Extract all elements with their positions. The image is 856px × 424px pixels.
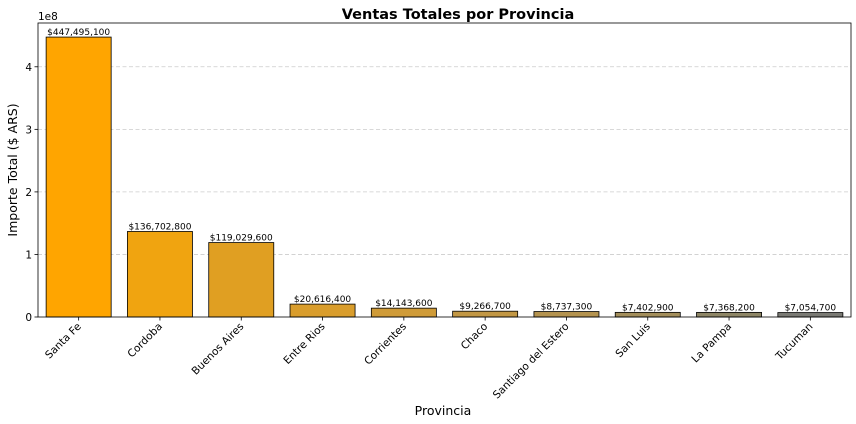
bar-value-label: $8,737,300 [541,303,593,313]
y-axis-label: Importe Total ($ ARS) [5,103,20,236]
y-tick-label: 2 [25,187,32,199]
bar-value-label: $7,054,700 [785,304,837,314]
bar-value-label: $136,702,800 [128,222,191,232]
data-labels: $447,495,100 $136,702,800 $119,029,600 $20,… [47,28,836,314]
bar-value-label: $20,616,400 [294,295,352,305]
x-tick-label: Corrientes [362,321,409,368]
bar-value-label: $7,368,200 [703,303,755,313]
bar-value-label: $447,495,100 [47,28,110,38]
x-axis-label: Provincia [415,403,472,418]
y-tick-label: 3 [25,124,32,136]
bar-buenos-aires [208,242,275,318]
x-tick-label: Santiago del Estero [491,321,572,402]
grid [38,66,851,255]
x-tick-label: La Pampa [689,321,734,366]
bar-value-label: $14,143,600 [375,299,433,309]
bar-santa-fe [45,36,112,318]
x-tick-label: Santa Fe [43,321,84,362]
y-offset-label: 1e8 [38,11,58,23]
y-tick-label: 4 [25,62,32,74]
y-axis: 0 1 2 3 4 [25,62,38,324]
x-tick-label: Tucuman [773,321,816,364]
chart-title: Ventas Totales por Provincia [342,7,574,23]
x-tick-label: San Luis [613,321,652,360]
x-tick-label: Buenos Aires [190,321,247,378]
bar-value-label: $119,029,600 [210,234,273,244]
bar-corrientes [370,307,437,318]
bar-value-label: $9,266,700 [459,302,511,312]
y-tick-label: 1 [25,249,32,261]
x-tick-label: Entre Rios [281,321,327,367]
bars [45,36,844,318]
bar-entre-rios [289,303,356,318]
x-axis: Santa Fe Cordoba Buenos Aires Entre Rios Cor… [43,317,815,401]
bar-cordoba [127,231,193,318]
x-tick-label: Chaco [459,321,491,353]
y-tick-label: 0 [25,312,32,324]
plot-frame [37,22,852,318]
bar-value-label: $7,402,900 [622,303,674,313]
x-tick-label: Cordoba [125,321,165,361]
